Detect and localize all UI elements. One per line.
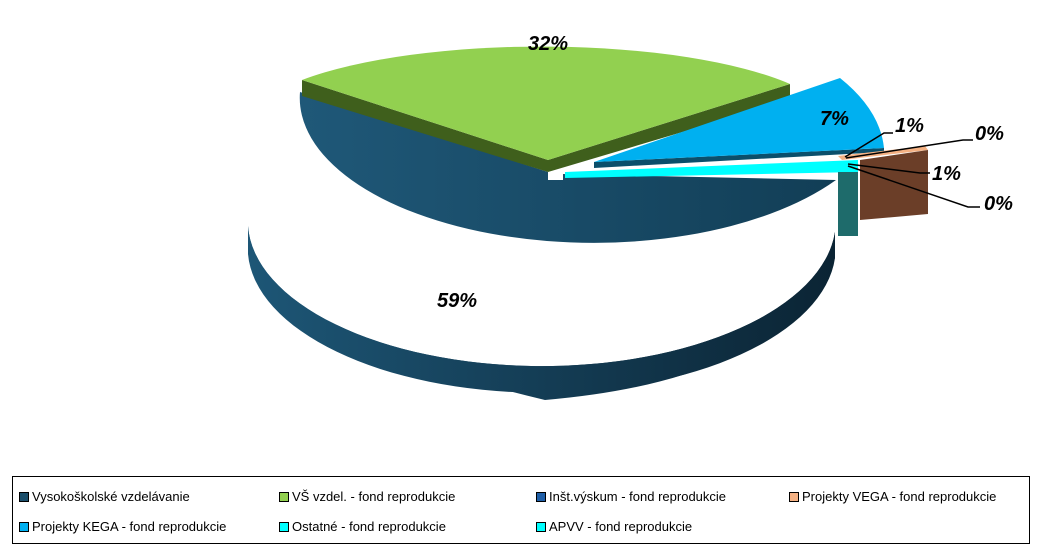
legend-item-2: Inšt.výskum - fond reprodukcie xyxy=(536,489,726,504)
legend-label-6: APVV - fond reprodukcie xyxy=(549,519,693,534)
legend-item-6: APVV - fond reprodukcie xyxy=(536,519,692,534)
legend-label-0: Vysokoškolské vzdelávanie xyxy=(32,489,190,504)
slice-ostatne-top xyxy=(565,160,858,178)
leader-ostatne xyxy=(847,163,930,174)
legend-swatch-1 xyxy=(279,491,289,502)
label-59: 59% xyxy=(437,290,477,312)
slice-vysokoskolske-top xyxy=(299,92,836,243)
legend-item-5: Ostatné - fond reprodukcie xyxy=(279,519,446,534)
slice-inst-vyskum-top xyxy=(594,78,884,162)
legend-item-1: VŠ vzdel. - fond reprodukcie xyxy=(279,489,455,504)
slice-vysokoskolske xyxy=(248,92,836,400)
legend-label-5: Ostatné - fond reprodukcie xyxy=(292,519,446,534)
label-7: 7% xyxy=(820,108,849,130)
legend-label-3: Projekty VEGA - fond reprodukcie xyxy=(802,489,997,504)
legend-item-0: Vysokoškolské vzdelávanie xyxy=(19,489,190,504)
leader-kega xyxy=(845,139,973,159)
slice-vs-vzdel xyxy=(302,46,790,172)
label-32: 32% xyxy=(528,33,568,55)
legend-item-4: Projekty KEGA - fond reprodukcie xyxy=(19,519,226,534)
label-apvv: 0% xyxy=(984,193,1013,215)
slice-inst-vyskum-side xyxy=(594,148,884,168)
leader-apvv xyxy=(847,165,980,208)
pie-chart: 32% 7% 1% 0% 1% 0% 59% xyxy=(248,33,1013,400)
legend-label-1: VŠ vzdel. - fond reprodukcie xyxy=(292,489,456,504)
legend-label-4: Projekty KEGA - fond reprodukcie xyxy=(32,519,227,534)
slice-vysokoskolske-side2 xyxy=(248,226,835,400)
legend-label-2: Inšt.výskum - fond reprodukcie xyxy=(549,489,727,504)
legend-swatch-2 xyxy=(536,491,546,502)
legend-swatch-4 xyxy=(19,521,29,532)
legend-swatch-6 xyxy=(536,521,546,532)
leader-vega xyxy=(844,132,893,158)
slice-ostatne xyxy=(565,160,858,236)
leader-lines xyxy=(844,132,980,208)
label-kega: 0% xyxy=(975,123,1004,145)
legend-item-3: Projekty VEGA - fond reprodukcie xyxy=(789,489,996,504)
legend-swatch-0 xyxy=(19,491,29,502)
label-ostatne: 1% xyxy=(932,163,961,185)
legend-swatch-5 xyxy=(279,521,289,532)
slice-vs-vzdel-side xyxy=(302,80,790,172)
slice-ostatne-side xyxy=(838,172,858,236)
slice-vs-vzdel-top xyxy=(302,46,790,160)
legend: Vysokoškolské vzdelávanie VŠ vzdel. - fo… xyxy=(12,476,1030,544)
legend-swatch-3 xyxy=(789,491,799,502)
slice-inst-vyskum xyxy=(594,78,884,168)
label-vega: 1% xyxy=(895,115,924,137)
slice-vega-side xyxy=(860,150,928,220)
